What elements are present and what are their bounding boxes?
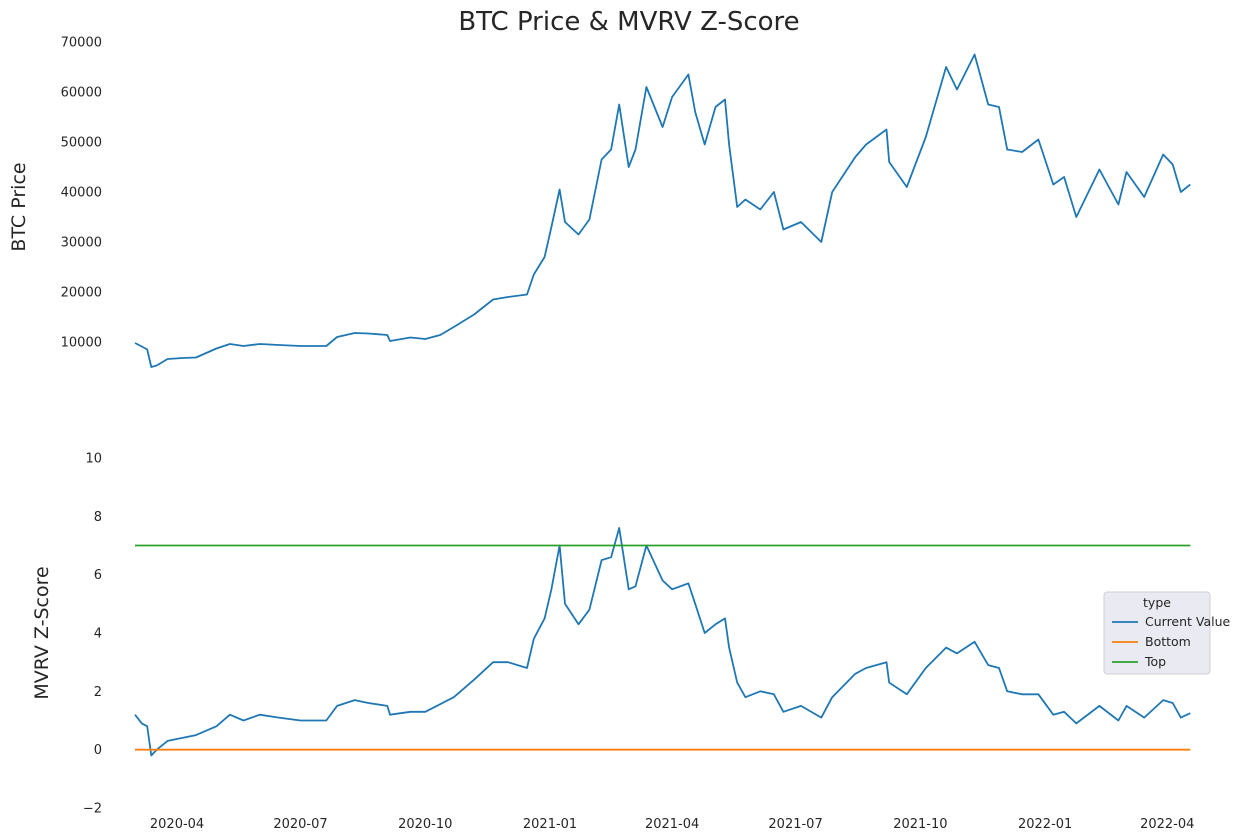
series-line-current-value	[134, 527, 1191, 757]
ytick-label: 70000	[61, 36, 102, 51]
xtick-label: 2021-07	[768, 817, 822, 832]
ytick-label: 60000	[61, 86, 102, 101]
xtick-label: 2021-04	[645, 817, 699, 832]
y-axis-label: MVRV Z-Score	[31, 566, 53, 699]
xtick-label: 2022-01	[1018, 817, 1072, 832]
btc-price-panel: 10000 20000 30000 40000 50000 60000 70000 BTC P…	[8, 36, 1191, 368]
xtick-label: 2021-01	[523, 817, 577, 832]
y-axis-label: BTC Price	[8, 162, 30, 251]
series-line-btc-price	[134, 53, 1191, 368]
ytick-label: 50000	[61, 136, 102, 151]
xtick-label: 2020-10	[398, 817, 452, 832]
ytick-label: 10	[85, 452, 102, 467]
xtick-label: 2020-07	[273, 817, 327, 832]
ytick-label: 4	[94, 627, 102, 642]
xtick-label: 2022-04	[1140, 817, 1194, 832]
mvrv-zscore-panel: −2 0 2 4 6 8 10 2020-04 2020-07 2020-10 2021-01 202…	[31, 452, 1231, 833]
chart-title: BTC Price & MVRV Z-Score	[458, 7, 799, 37]
ytick-label: 8	[94, 510, 102, 525]
legend-entry: Current Value	[1145, 614, 1231, 629]
xtick-label: 2020-04	[150, 817, 204, 832]
ytick-label: 6	[94, 568, 102, 583]
legend-title: type	[1143, 595, 1171, 610]
ytick-label: 10000	[61, 336, 102, 351]
ytick-label: 2	[94, 685, 102, 700]
ytick-label: 40000	[61, 186, 102, 201]
ytick-label: −2	[83, 802, 102, 817]
ytick-label: 20000	[61, 286, 102, 301]
legend-entry: Bottom	[1145, 634, 1191, 649]
legend-entry: Top	[1144, 654, 1166, 669]
legend-box	[1103, 591, 1211, 675]
xtick-label: 2021-10	[893, 817, 947, 832]
ytick-label: 0	[94, 743, 102, 758]
ytick-label: 30000	[61, 236, 102, 251]
legend: type Current Value Bottom Top	[1103, 591, 1231, 675]
